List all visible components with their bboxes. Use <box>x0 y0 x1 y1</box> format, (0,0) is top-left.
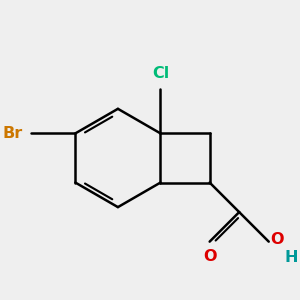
Text: Br: Br <box>3 126 23 141</box>
Text: Cl: Cl <box>152 66 169 81</box>
Text: O: O <box>270 232 284 247</box>
Text: O: O <box>203 249 216 264</box>
Text: H: H <box>284 250 298 266</box>
